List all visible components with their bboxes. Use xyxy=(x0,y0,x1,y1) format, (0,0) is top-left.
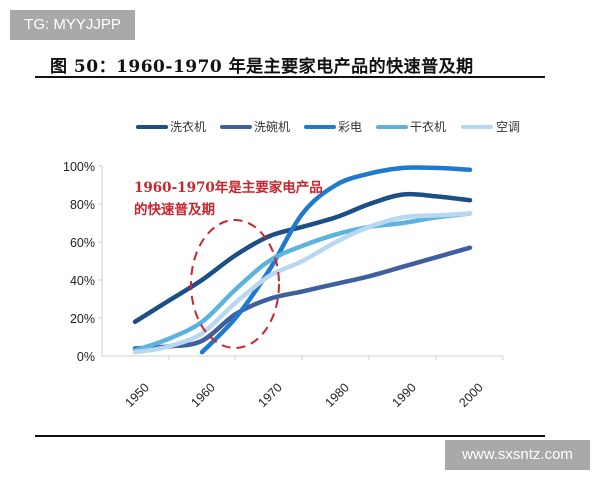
x-tick-2000: 2000 xyxy=(456,380,486,410)
y-tick-0: 0% xyxy=(77,350,95,364)
y-tick-80: 80% xyxy=(70,198,95,212)
legend-item-color-tv: 彩电 xyxy=(304,120,362,134)
legend-label-4: 空调 xyxy=(496,120,520,134)
series-line-1 xyxy=(132,245,473,351)
figure-title: 图 50：1960-1970 年是主要家电产品的快速普及期 xyxy=(50,57,474,77)
watermark-bottom: www.sxsntz.com xyxy=(445,440,590,470)
x-tick-1990: 1990 xyxy=(389,380,419,410)
y-tick-20: 20% xyxy=(70,312,95,326)
legend-item-air-conditioner: 空调 xyxy=(461,120,520,134)
series-line-0 xyxy=(132,191,473,325)
annotation-text-line1: 1960-1970年是主要家电产品 xyxy=(134,179,323,196)
legend-label-3: 干衣机 xyxy=(410,119,446,134)
y-tick-60: 60% xyxy=(70,236,95,250)
legend-item-dryer: 干衣机 xyxy=(376,119,446,134)
x-tick-1950: 1950 xyxy=(122,380,152,410)
plot-lines xyxy=(132,165,473,355)
x-tick-1970: 1970 xyxy=(255,380,285,410)
annotation-text-line2: 的快速普及期 xyxy=(134,201,215,218)
legend-item-dishwasher: 洗碗机 xyxy=(220,119,290,134)
series-line-2 xyxy=(199,165,473,355)
legend-label-1: 洗碗机 xyxy=(254,119,290,134)
y-tick-100: 100% xyxy=(63,160,95,174)
series-line-3 xyxy=(132,211,473,353)
bottom-divider xyxy=(35,435,545,437)
x-axis: 1950 1960 1970 1980 1990 2000 xyxy=(102,355,504,410)
annotation-ellipse xyxy=(190,219,280,349)
x-tick-1980: 1980 xyxy=(322,380,352,410)
legend-item-washer: 洗衣机 xyxy=(136,119,206,134)
legend-label-0: 洗衣机 xyxy=(170,119,206,134)
y-tick-40: 40% xyxy=(70,274,95,288)
title-divider xyxy=(35,76,545,78)
x-tick-1960: 1960 xyxy=(188,380,218,410)
annotation: 1960-1970年是主要家电产品 的快速普及期 xyxy=(134,179,323,349)
watermark-top: TG: MYYJJPP xyxy=(10,10,135,40)
legend: 洗衣机 洗碗机 彩电 干衣机 空调 xyxy=(136,119,520,134)
legend-label-2: 彩电 xyxy=(338,120,362,134)
y-axis: 100% 80% 60% 40% 20% 0% xyxy=(63,160,103,364)
series-line-4 xyxy=(132,211,473,355)
